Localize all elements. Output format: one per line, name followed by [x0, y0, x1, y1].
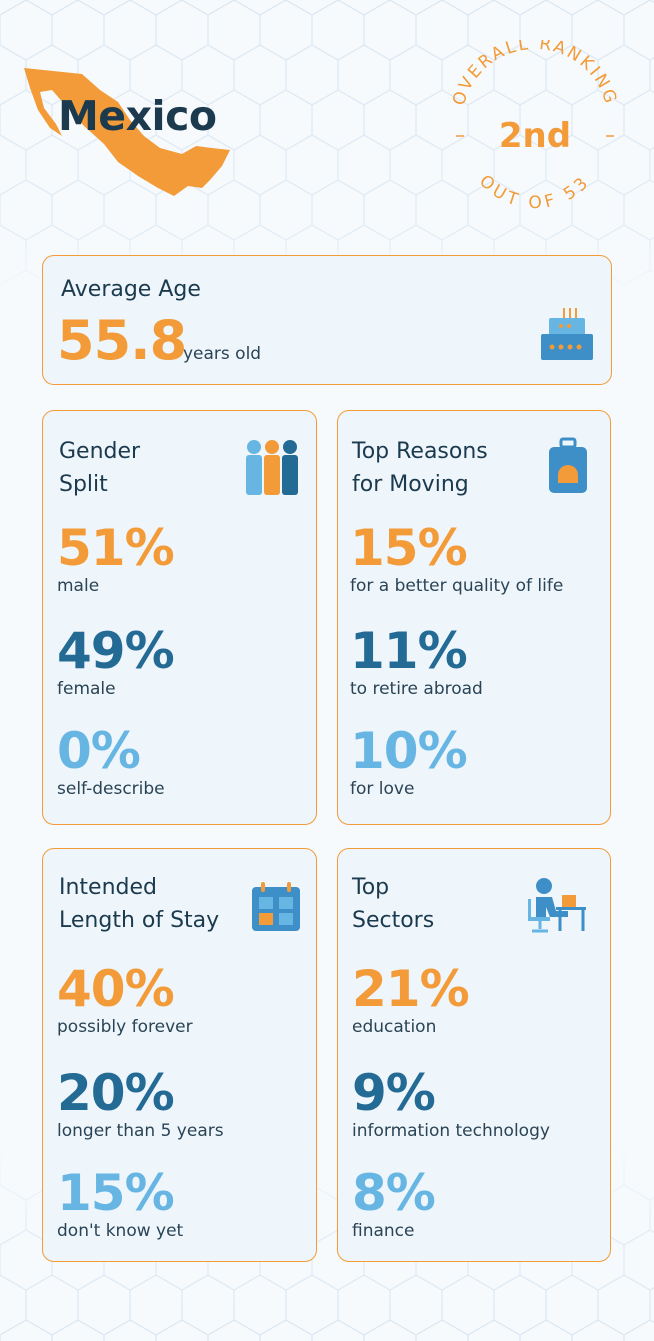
stat-value: 21%	[352, 960, 470, 1018]
stat-value: 51%	[57, 519, 175, 577]
sector-stat-finance: 8% finance	[352, 1164, 436, 1241]
stay-stat-possibly-forever: 40% possibly forever	[57, 964, 193, 1037]
length-of-stay-title: Intended Length of Stay	[59, 875, 220, 933]
stat-label: female	[57, 679, 116, 699]
stat-value: 11%	[350, 622, 468, 680]
stat-label: male	[57, 576, 100, 596]
overall-ranking-badge: OVERALL RANKING OUT OF 53 2nd	[449, 40, 621, 213]
reason-stat-retire-abroad: 11% to retire abroad	[350, 626, 483, 699]
stat-value: 40%	[57, 960, 175, 1018]
stat-label: don't know yet	[57, 1221, 184, 1241]
calendar-icon	[252, 882, 300, 931]
sector-stat-information-technology: 9% information technology	[352, 1068, 550, 1141]
mexico-map-icon	[24, 68, 230, 196]
svg-text:OUT OF 53: OUT OF 53	[475, 171, 595, 213]
sector-stat-education: 21% education	[352, 960, 470, 1037]
stat-value: 15%	[57, 1164, 175, 1222]
stat-value: 49%	[57, 622, 175, 680]
person-at-desk-icon	[528, 878, 586, 933]
average-age-card: Average Age 55.8 years old	[42, 255, 612, 385]
reason-stat-love: 10% for love	[350, 722, 468, 799]
average-age-unit: years old	[183, 344, 262, 364]
stat-label: to retire abroad	[350, 679, 483, 699]
svg-text:OVERALL RANKING: OVERALL RANKING	[449, 40, 621, 108]
top-reasons-card: Top Reasons for Moving 15% for a better …	[337, 410, 611, 825]
stat-value: 8%	[352, 1164, 436, 1222]
ranking-top-text: OVERALL RANKING	[449, 40, 618, 108]
average-age-value: 55.8	[57, 309, 187, 372]
gender-split-title: Gender Split	[59, 439, 141, 497]
people-icon	[246, 440, 298, 495]
stat-value: 0%	[57, 722, 141, 780]
stat-label: possibly forever	[57, 1017, 193, 1037]
stat-label: information technology	[352, 1121, 550, 1141]
stat-label: for a better quality of life	[350, 576, 564, 596]
top-sectors-card: Top Sectors 21% education 9% information…	[337, 848, 611, 1262]
top-sectors-title: Top Sectors	[352, 875, 435, 933]
stat-label: self-describe	[57, 779, 165, 799]
stat-label: finance	[352, 1221, 415, 1241]
stat-label: education	[352, 1017, 437, 1037]
suitcase-icon	[549, 437, 587, 493]
stat-value: 15%	[350, 519, 468, 577]
gender-stat-male: 51% male	[57, 519, 175, 596]
stat-label: longer than 5 years	[57, 1121, 224, 1141]
gender-stat-female: 49% female	[57, 622, 175, 699]
gender-split-card: Gender Split 51% male 49% female 0% self…	[42, 410, 317, 825]
stay-stat-longer-than-5-years: 20% longer than 5 years	[57, 1068, 224, 1141]
country-title: Mexico	[58, 92, 217, 140]
ranking-bottom-text: OUT OF 53	[475, 171, 591, 213]
top-reasons-title: Top Reasons for Moving	[352, 439, 488, 497]
stay-stat-dont-know-yet: 15% don't know yet	[57, 1168, 183, 1241]
stat-value: 9%	[352, 1064, 436, 1122]
stat-value: 10%	[350, 722, 468, 780]
gender-stat-self-describe: 0% self-describe	[57, 726, 165, 799]
ranking-rank: 2nd	[499, 116, 571, 156]
birthday-cake-icon	[541, 308, 593, 360]
reason-stat-quality-of-life: 15% for a better quality of life	[350, 523, 563, 596]
stat-value: 20%	[57, 1064, 175, 1122]
length-of-stay-card: Intended Length of Stay 40% possibly for…	[42, 848, 317, 1262]
average-age-title: Average Age	[61, 277, 201, 302]
stat-label: for love	[350, 779, 415, 799]
